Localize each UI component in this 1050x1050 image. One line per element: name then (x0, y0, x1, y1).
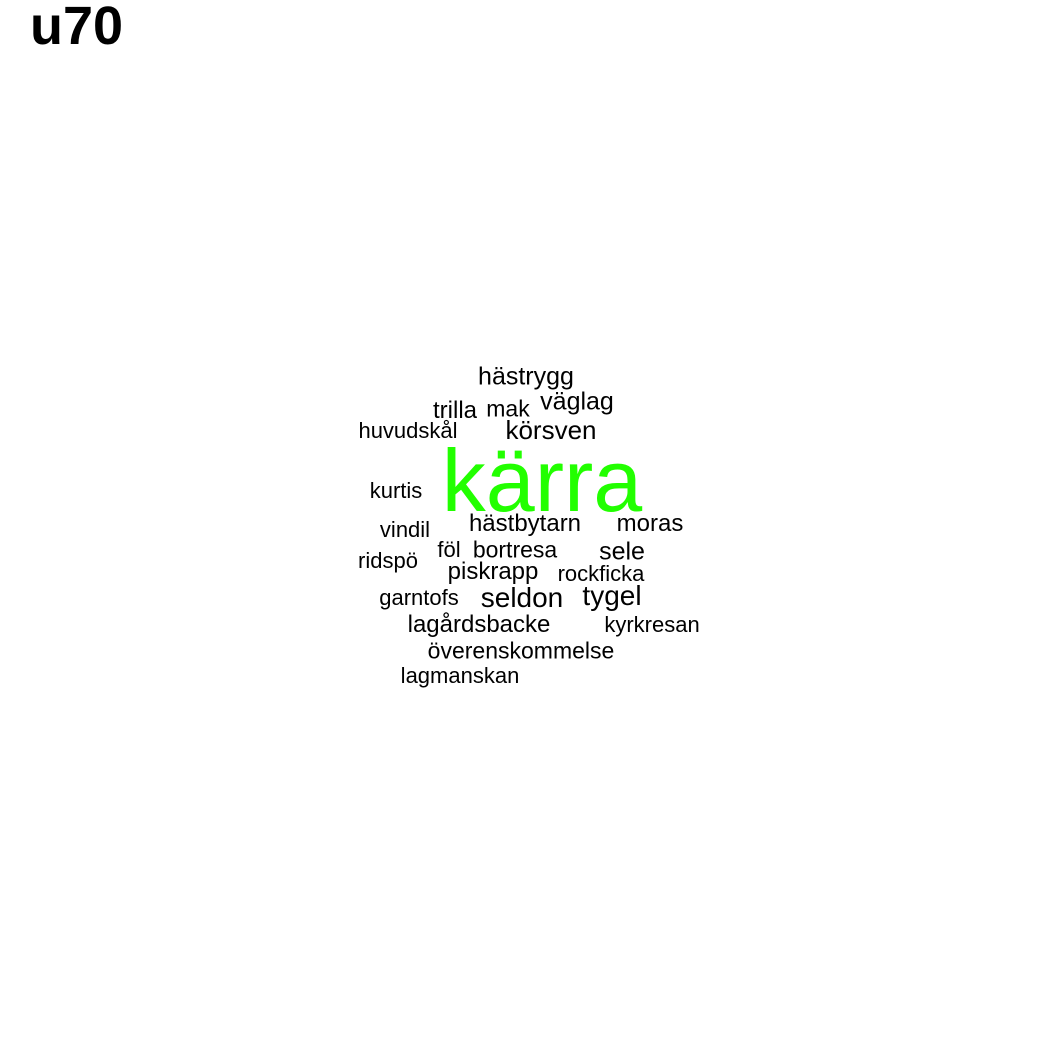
word-rockficka: rockficka (557, 561, 645, 586)
word-overenskommelse: överenskommelse (427, 637, 615, 664)
word-seldon: seldon (480, 582, 564, 613)
word-fol: föl (437, 537, 461, 562)
word-huvudskal: huvudskål (358, 418, 458, 443)
word-vindil: vindil (379, 517, 431, 542)
word-tygel: tygel (582, 580, 642, 611)
word-kurtis: kurtis (369, 478, 423, 503)
word-moras: moras (616, 510, 684, 537)
word-garntofs: garntofs (379, 585, 459, 610)
word-hastrygg: hästrygg (478, 362, 574, 391)
word-piskrapp: piskrapp (447, 558, 539, 585)
word-bortresa: bortresa (472, 536, 558, 563)
word-sele: sele (599, 537, 645, 566)
word-ridspo: ridspö (358, 548, 418, 573)
word-lagmanskan: lagmanskan (400, 663, 520, 688)
page-title: u70 (30, 0, 124, 56)
word-trilla: trilla (432, 397, 478, 424)
word-karra: kärra (441, 431, 643, 530)
word-lagardsbacke: lagårdsbacke (407, 611, 551, 638)
word-vaglag: väglag (540, 387, 614, 416)
word-kyrkresan: kyrkresan (604, 612, 700, 637)
word-mak: mak (486, 395, 530, 422)
word-hastbytarn: hästbytarn (468, 510, 582, 537)
word-korsven: körsven (505, 415, 597, 445)
